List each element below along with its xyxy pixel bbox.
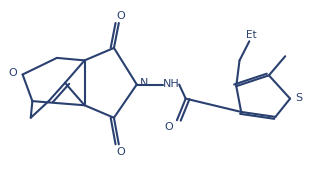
Text: Et: Et (246, 30, 256, 40)
Text: O: O (116, 11, 125, 21)
Text: O: O (164, 122, 173, 132)
Text: S: S (296, 93, 303, 103)
Text: NH: NH (163, 79, 180, 89)
Text: O: O (116, 147, 125, 157)
Text: N: N (140, 78, 148, 88)
Text: O: O (9, 68, 17, 78)
